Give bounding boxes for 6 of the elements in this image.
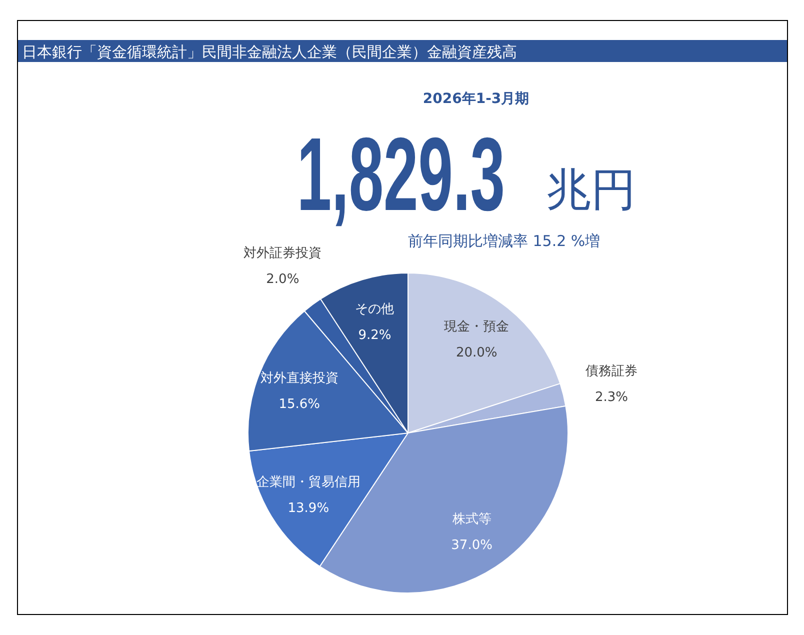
chart-title: 日本銀行「資金循環統計」民間非金融法人企業（民間企業）金融資産残高 <box>22 43 517 61</box>
annotation-total: 1,829.3 <box>296 116 505 234</box>
annotation-unit: 兆円 <box>546 163 636 216</box>
title: 日本銀行「資金循環統計」民間非金融法人企業（民間企業）金融資産残高 <box>18 40 787 62</box>
subtitle: 2026年1-3月期 <box>422 91 530 107</box>
annotation-change: 前年同期比増減率 15.2 %増 <box>408 232 600 250</box>
